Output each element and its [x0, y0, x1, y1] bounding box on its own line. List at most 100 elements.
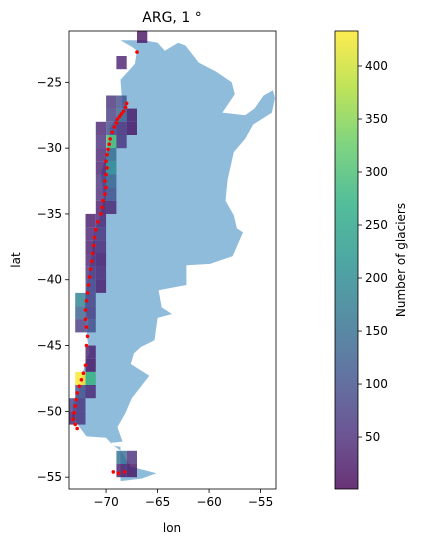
- colorbar-tick-label: 50: [365, 430, 380, 444]
- colorbar-tick-label: 200: [365, 271, 388, 285]
- colorbar: 50 100 150 200 250 300 350 400 Number of glacie…: [334, 30, 408, 490]
- glacier-point: [96, 220, 100, 224]
- grid-cell: [75, 319, 86, 333]
- colorbar-label: Number of glaciers: [394, 203, 408, 317]
- glacier-point: [101, 199, 105, 203]
- grid-cell: [85, 227, 96, 241]
- colorbar-tick-label: 100: [365, 377, 388, 391]
- glacier-point: [86, 283, 91, 287]
- glacier-point: [81, 371, 86, 376]
- colorbar-tick-label: 250: [365, 218, 388, 232]
- grid-cell: [85, 319, 96, 333]
- glacier-point: [106, 147, 110, 152]
- y-axis-label: lat: [9, 252, 23, 268]
- grid-cell: [95, 187, 107, 201]
- grid-cell: [85, 345, 96, 359]
- grid-cell: [95, 174, 107, 188]
- grid-cell: [95, 279, 107, 293]
- glacier-point: [73, 422, 77, 427]
- glacier-point: [110, 130, 115, 135]
- glacier-point: [122, 470, 127, 474]
- grid-cell: [85, 385, 96, 399]
- glacier-point: [100, 205, 104, 210]
- glacier-point: [103, 179, 107, 183]
- glacier-point: [83, 363, 88, 368]
- grid-cell: [106, 135, 117, 149]
- glacier-point: [73, 404, 77, 408]
- glacier-point: [107, 142, 111, 146]
- grid-cell: [75, 385, 86, 399]
- colorbar-tick-label: 400: [365, 59, 388, 73]
- grid-cell: [116, 450, 127, 464]
- grid-cell: [95, 135, 107, 149]
- colorbar-ticks: 50 100 150 200 250 300 350 400: [358, 59, 388, 444]
- grid-cell: [75, 398, 86, 412]
- y-tick-label: −40: [37, 273, 62, 287]
- grid-cell: [116, 135, 127, 149]
- glacier-point: [71, 417, 75, 422]
- y-axis: −25 −30 −35 −40 −45 −50 −55: [37, 75, 69, 484]
- grid-cell: [75, 306, 86, 320]
- x-axis: −70 −65 −60 −55: [93, 489, 273, 509]
- grid-cell: [106, 200, 117, 214]
- colorbar-tick-label: 300: [365, 165, 388, 179]
- grid-cell: [106, 121, 117, 135]
- y-tick-label: −30: [37, 141, 62, 155]
- glacier-point: [123, 105, 128, 110]
- glacier-point: [104, 185, 108, 190]
- grid-cell: [85, 371, 96, 386]
- x-tick-label: −70: [93, 495, 118, 509]
- glacier-point: [105, 152, 109, 157]
- grid-cell: [85, 306, 96, 320]
- glacier-point: [83, 317, 88, 322]
- grid-cell: [95, 266, 107, 280]
- glacier-point: [105, 166, 109, 170]
- grid-cell: [85, 213, 96, 228]
- glacier-points: [71, 50, 139, 476]
- glacier-point: [121, 109, 126, 114]
- glacier-point: [124, 101, 129, 106]
- glacier-point: [111, 470, 116, 474]
- grid-cell: [95, 213, 107, 228]
- glacier-point: [135, 50, 139, 54]
- grid-cell: [95, 148, 107, 162]
- colorbar-gradient: [334, 30, 359, 490]
- y-tick-label: −50: [37, 404, 62, 418]
- grid-cell: [95, 253, 107, 267]
- glacier-point: [103, 192, 107, 196]
- y-tick-label: −45: [37, 339, 62, 353]
- x-tick-label: −65: [145, 495, 170, 509]
- land-layer: [72, 40, 275, 482]
- grid-cell: [116, 95, 127, 109]
- grid-cell: [95, 161, 107, 175]
- grid-cell: [75, 292, 86, 307]
- x-tick-label: −55: [248, 495, 273, 509]
- glacier-point: [92, 235, 97, 240]
- glacier-point: [94, 227, 98, 232]
- grid-cell: [116, 121, 127, 135]
- glacier-point: [87, 275, 92, 279]
- grid-cell: [126, 108, 137, 122]
- grid-cell: [85, 240, 96, 254]
- glacier-point: [85, 334, 90, 339]
- grid-cell: [126, 121, 137, 135]
- grid-cell: [106, 174, 117, 188]
- glacier-point: [89, 259, 94, 264]
- grid-cell: [85, 358, 96, 372]
- grid-cell: [126, 450, 137, 464]
- glacier-point: [112, 125, 117, 129]
- glacier-point: [85, 291, 90, 295]
- glacier-point: [99, 212, 103, 216]
- glacier-point: [88, 267, 93, 272]
- glacier-point: [104, 172, 108, 177]
- grid-cell: [85, 279, 96, 293]
- grid-cell: [85, 292, 96, 307]
- glacier-point: [114, 121, 119, 125]
- glacier-point: [77, 384, 82, 389]
- grid-cell: [95, 121, 107, 135]
- glacier-point: [116, 471, 121, 476]
- grid-cell: [116, 464, 127, 478]
- glacier-point: [84, 343, 89, 348]
- grid-cell: [75, 411, 86, 425]
